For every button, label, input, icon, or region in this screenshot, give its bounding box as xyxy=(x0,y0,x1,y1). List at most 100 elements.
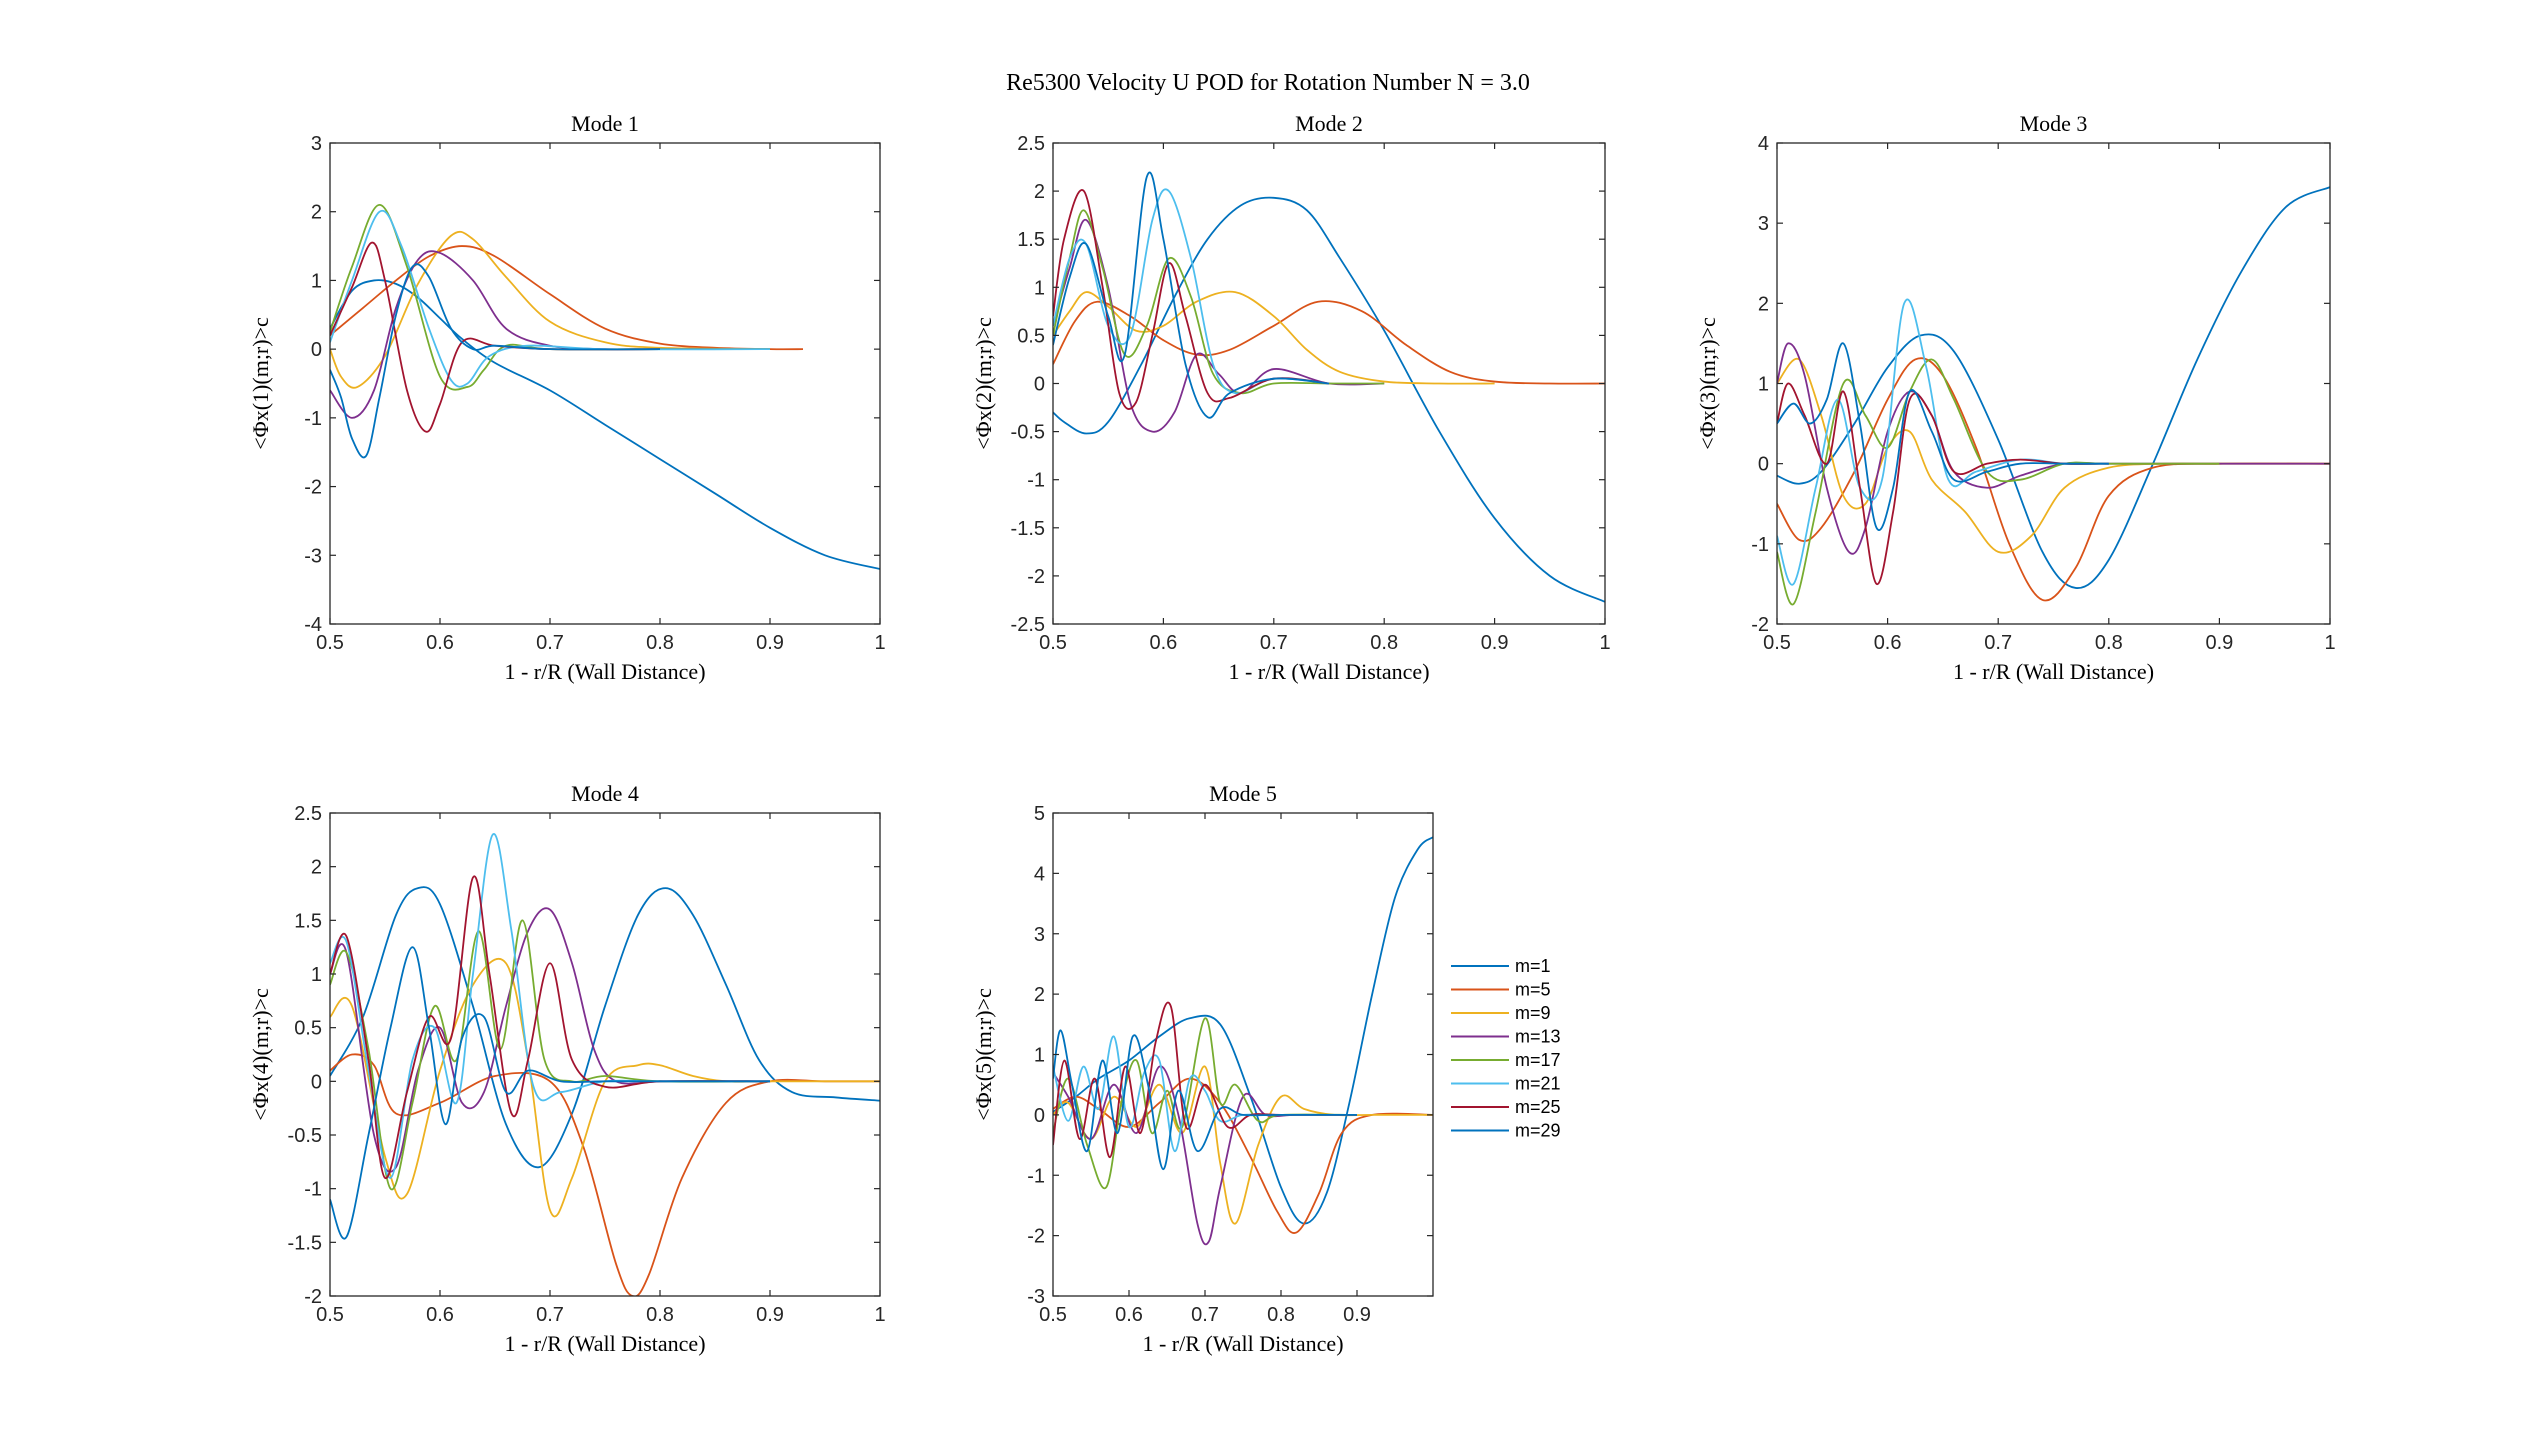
x-axis-label: 1 - r/R (Wall Distance) xyxy=(504,1331,705,1356)
x-tick-label: 0.9 xyxy=(2205,632,2233,654)
y-tick-label: -1 xyxy=(304,1179,322,1201)
legend-label: m=9 xyxy=(1515,1003,1551,1023)
x-tick-label: 0.7 xyxy=(536,632,564,654)
y-tick-label: 3 xyxy=(311,133,322,155)
y-tick-label: 4 xyxy=(1758,133,1769,155)
y-tick-label: 1 xyxy=(311,270,322,292)
x-tick-label: 0.5 xyxy=(316,632,344,654)
x-tick-label: 0.5 xyxy=(1039,1304,1067,1326)
x-tick-label: 0.6 xyxy=(1874,632,1902,654)
y-tick-label: 1.5 xyxy=(294,910,322,932)
y-tick-label: -3 xyxy=(1027,1286,1045,1308)
y-tick-label: 1 xyxy=(1758,374,1769,396)
y-tick-label: 0 xyxy=(1034,374,1045,396)
series-line-m-29 xyxy=(1053,1029,1357,1171)
panel-title: Mode 3 xyxy=(2020,111,2088,136)
y-tick-label: -1 xyxy=(1027,470,1045,492)
y-tick-label: -1 xyxy=(1027,1165,1045,1187)
y-tick-label: 0.5 xyxy=(1017,325,1045,347)
y-tick-label: 0 xyxy=(1034,1105,1045,1127)
legend-label: m=5 xyxy=(1515,980,1551,1000)
y-tick-label: 2 xyxy=(311,857,322,879)
x-tick-label: 0.9 xyxy=(756,632,784,654)
series-group xyxy=(330,833,880,1296)
y-axis-label: <Φx(3)(m;r)>c xyxy=(1695,317,1720,450)
x-tick-label: 0.6 xyxy=(1115,1304,1143,1326)
x-tick-label: 0.7 xyxy=(1260,632,1288,654)
panel-title: Mode 2 xyxy=(1295,111,1363,136)
x-tick-label: 0.5 xyxy=(316,1304,344,1326)
panel-mode-5: 0.5 0.6 0.7 0.8 0.9 -3 -2 -1 0 1 2 3 4 5 Mode 5 1 - r/R… xyxy=(971,781,1434,1356)
x-tick-label: 0.7 xyxy=(1984,632,2012,654)
x-tick-label: 1 xyxy=(2324,632,2335,654)
legend-label: m=25 xyxy=(1515,1097,1561,1117)
x-tick-label: 0.9 xyxy=(1481,632,1509,654)
series-line-m-25 xyxy=(1053,189,1330,410)
series-line-m-1 xyxy=(1053,196,1605,603)
legend: m=1 m=5 m=9 m=13 m=17 m=21 m=25 m=29 xyxy=(1442,951,1576,1151)
y-axis-label: <Φx(2)(m;r)>c xyxy=(971,317,996,450)
series-line-m-29 xyxy=(1777,342,2109,531)
series-line-m-21 xyxy=(1777,298,2109,586)
y-tick-label: -1.5 xyxy=(1011,518,1045,540)
y-tick-label: -1.5 xyxy=(288,1232,322,1254)
series-line-m-25 xyxy=(330,875,771,1179)
y-tick-label: -4 xyxy=(304,614,322,636)
y-tick-label: -1 xyxy=(1751,534,1769,556)
x-tick-label: 0.8 xyxy=(646,632,674,654)
panel-title: Mode 1 xyxy=(571,111,639,136)
x-axis-label: 1 - r/R (Wall Distance) xyxy=(1142,1331,1343,1356)
legend-label: m=21 xyxy=(1515,1074,1561,1094)
y-tick-label: -1 xyxy=(304,408,322,430)
y-tick-label: -2 xyxy=(1751,614,1769,636)
y-tick-label: 2 xyxy=(311,202,322,224)
y-tick-label: 2 xyxy=(1034,181,1045,203)
y-tick-label: 2.5 xyxy=(1017,133,1045,155)
series-line-m-29 xyxy=(330,263,661,459)
series-line-m-9 xyxy=(1053,290,1495,385)
y-tick-label: 1 xyxy=(1034,277,1045,299)
series-line-m-13 xyxy=(1053,1065,1357,1246)
y-tick-label: 1 xyxy=(1034,1045,1045,1067)
x-tick-label: 0.8 xyxy=(1370,632,1398,654)
series-line-m-21 xyxy=(330,209,771,388)
y-tick-label: 0.5 xyxy=(294,1018,322,1040)
x-tick-label: 0.9 xyxy=(756,1304,784,1326)
series-line-m-13 xyxy=(1053,219,1385,433)
y-tick-label: -0.5 xyxy=(288,1125,322,1147)
y-tick-label: 2 xyxy=(1758,293,1769,315)
axes-frame xyxy=(329,142,881,625)
series-group xyxy=(1053,171,1605,603)
x-tick-label: 0.6 xyxy=(426,1304,454,1326)
series-line-m-9 xyxy=(330,957,880,1218)
series-line-m-25 xyxy=(1777,382,2109,585)
x-tick-label: 0.7 xyxy=(1191,1304,1219,1326)
series-line-m-1 xyxy=(330,279,880,570)
x-axis-label: 1 - r/R (Wall Distance) xyxy=(1953,659,2154,684)
legend-label: m=13 xyxy=(1515,1027,1561,1047)
y-tick-label: -0.5 xyxy=(1011,422,1045,444)
panel-title: Mode 4 xyxy=(571,781,639,806)
y-tick-label: 4 xyxy=(1034,863,1045,885)
x-axis-label: 1 - r/R (Wall Distance) xyxy=(1228,659,1429,684)
y-axis-label: <Φx(5)(m;r)>c xyxy=(971,988,996,1121)
series-line-m-29 xyxy=(330,946,770,1240)
series-line-m-9 xyxy=(330,230,771,389)
x-tick-label: 0.7 xyxy=(536,1304,564,1326)
panel-mode-1: 0.5 0.6 0.7 0.8 0.9 1 -4 -3 -2 -1 0 1 2 3 Mode 1 1 - r/… xyxy=(248,111,886,684)
y-tick-label: 5 xyxy=(1034,803,1045,825)
y-tick-label: -2 xyxy=(1027,1226,1045,1248)
axes-frame xyxy=(329,812,881,1297)
x-tick-label: 0.5 xyxy=(1763,632,1791,654)
series-line-m-5 xyxy=(330,1053,880,1296)
x-tick-label: 1 xyxy=(1599,632,1610,654)
x-tick-label: 1 xyxy=(874,632,885,654)
y-tick-label: 0 xyxy=(311,1071,322,1093)
series-line-m-29 xyxy=(1053,171,1330,419)
y-tick-label: 1.5 xyxy=(1017,229,1045,251)
x-tick-label: 0.6 xyxy=(426,632,454,654)
y-tick-label: -2.5 xyxy=(1011,614,1045,636)
y-tick-label: 2.5 xyxy=(294,803,322,825)
